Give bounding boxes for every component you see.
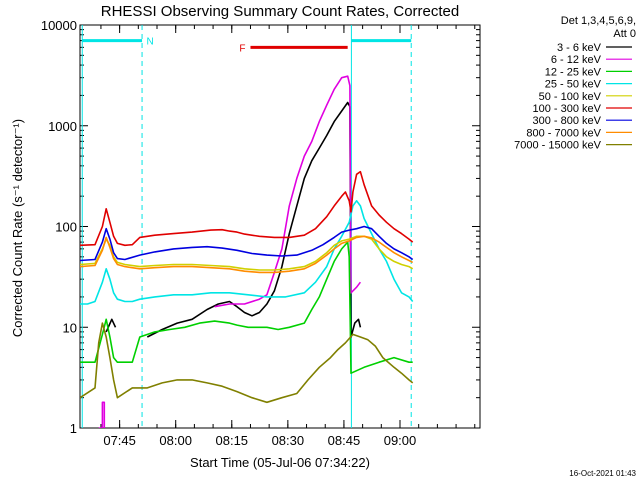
y-tick-label: 100	[55, 220, 77, 235]
legend-entry-label: 25 - 50 keV	[545, 79, 602, 91]
series-line-7	[80, 235, 414, 274]
series-line-0	[146, 101, 362, 338]
generation-timestamp: 16-Oct-2021 01:43	[569, 469, 636, 478]
series-group	[80, 75, 414, 428]
series-line-1	[214, 75, 362, 308]
series-line-8	[80, 322, 414, 404]
x-tick-label: 09:00	[384, 433, 417, 448]
legend-header-line-2: Att 0	[613, 28, 636, 40]
legend-entry-label: 300 - 800 keV	[533, 115, 602, 127]
legend-entry-label: 7000 - 15000 keV	[514, 140, 602, 152]
legend-entry-label: 6 - 12 keV	[551, 54, 602, 66]
y-tick-label: 10	[63, 320, 77, 335]
x-tick-label: 07:45	[103, 433, 136, 448]
y-axis-label: Corrected Count Rate (s⁻¹ detector⁻¹)	[10, 119, 25, 337]
x-tick-label: 08:45	[328, 433, 361, 448]
plot-frame	[79, 24, 481, 429]
x-tick-label: 08:15	[216, 433, 249, 448]
legend-entry-label: 12 - 25 keV	[545, 66, 602, 78]
x-axis-label: Start Time (05-Jul-06 07:34:22)	[190, 455, 370, 470]
y-tick-label: 1	[70, 421, 77, 436]
legend-entry-label: 100 - 300 keV	[533, 103, 602, 115]
flag-label-F: F	[239, 43, 245, 54]
flag-label-N: N	[146, 37, 153, 48]
legend-entry-label: 3 - 6 keV	[557, 42, 602, 54]
series-line-5	[80, 170, 414, 247]
series-line-2	[80, 241, 413, 375]
legend-entry-label: 800 - 7000 keV	[526, 127, 601, 139]
legend-header-line-1: Det 1,3,4,5,6,9,	[561, 15, 636, 27]
y-tick-label: 1000	[48, 119, 77, 134]
x-tick-label: 08:00	[159, 433, 192, 448]
legend-entry-label: 50 - 100 keV	[539, 91, 602, 103]
x-tick-label: 08:30	[272, 433, 305, 448]
y-tick-label: 10000	[41, 18, 77, 33]
series-line-4	[80, 235, 414, 271]
series-line-6	[80, 225, 414, 262]
series-line-1	[98, 401, 106, 428]
chart-title: RHESSI Observing Summary Count Rates, Co…	[101, 3, 459, 20]
